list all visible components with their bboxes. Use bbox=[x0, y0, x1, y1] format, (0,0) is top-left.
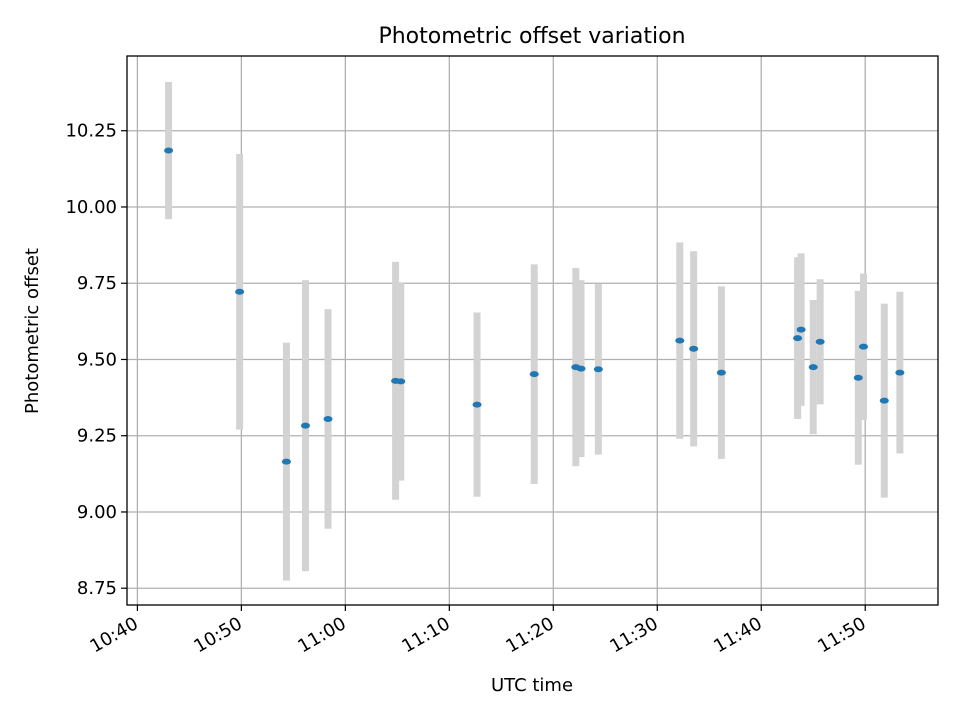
data-point bbox=[675, 337, 685, 344]
data-point bbox=[689, 345, 699, 352]
y-tick-label: 8.75 bbox=[77, 578, 117, 599]
data-point bbox=[895, 369, 905, 376]
y-axis-label: Photometric offset bbox=[22, 248, 43, 414]
y-tick-label: 9.75 bbox=[77, 273, 117, 294]
x-axis-label: UTC time bbox=[491, 675, 573, 696]
data-point bbox=[164, 147, 174, 154]
data-point bbox=[879, 397, 889, 404]
data-point bbox=[472, 401, 482, 408]
data-point bbox=[808, 364, 818, 371]
data-point bbox=[576, 365, 586, 372]
data-point bbox=[853, 374, 863, 381]
y-axis-ticks: 8.75 9.00 9.25 9.50 9.75 10.00 10.25 bbox=[65, 121, 127, 599]
data-point bbox=[716, 369, 726, 376]
plot-frame bbox=[126, 55, 939, 606]
y-tick-label: 9.00 bbox=[77, 502, 117, 523]
data-point bbox=[396, 378, 406, 385]
data-point bbox=[235, 288, 245, 295]
y-tick-label: 9.50 bbox=[77, 349, 117, 370]
y-tick-label: 10.00 bbox=[65, 197, 117, 218]
data-point bbox=[593, 366, 603, 373]
chart-title: Photometric offset variation bbox=[378, 24, 685, 49]
data-point bbox=[529, 371, 539, 378]
data-point bbox=[815, 338, 825, 345]
data-point bbox=[300, 422, 310, 429]
data-point bbox=[323, 415, 333, 422]
data-points bbox=[164, 147, 905, 465]
data-point bbox=[858, 343, 868, 350]
data-point bbox=[281, 458, 291, 465]
y-tick-label: 10.25 bbox=[65, 121, 117, 142]
data-point bbox=[793, 335, 803, 342]
data-point bbox=[796, 326, 806, 333]
y-tick-label: 9.25 bbox=[77, 426, 117, 447]
